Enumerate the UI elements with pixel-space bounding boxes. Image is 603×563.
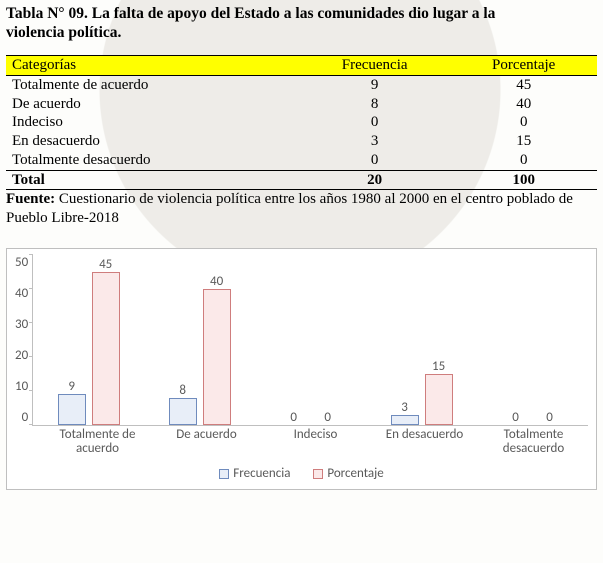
bar-freq <box>58 394 86 425</box>
x-tick-label: Indeciso <box>261 426 370 457</box>
bar-freq <box>391 415 419 425</box>
cell-categoria: De acuerdo <box>6 95 299 114</box>
cell-categoria: Indeciso <box>6 113 299 132</box>
legend-porcentaje: Porcentaje <box>313 466 383 481</box>
chart: 50403020100 9458400031500 Totalmente dea… <box>6 248 597 490</box>
chart-plot: 50403020100 9458400031500 <box>15 255 588 426</box>
bar-pct <box>203 289 231 425</box>
y-tick-label: 40 <box>15 286 28 301</box>
bar-wrap-pct: 0 <box>314 411 342 425</box>
swatch-frecuencia <box>219 469 229 479</box>
legend-label-porcentaje: Porcentaje <box>327 466 383 481</box>
bar-value-label: 15 <box>432 360 445 373</box>
table-row: En desacuerdo315 <box>6 132 597 151</box>
cell-frecuencia: 9 <box>299 75 450 94</box>
cell-porcentaje: 0 <box>450 151 597 170</box>
bar-wrap-freq: 3 <box>391 401 419 425</box>
table-total-row: Total20100 <box>6 170 597 190</box>
table-source: Fuente: Cuestionario de violencia políti… <box>6 190 597 228</box>
table-row: De acuerdo840 <box>6 95 597 114</box>
cell-porcentaje: 15 <box>450 132 597 151</box>
y-tick-label: 0 <box>22 410 29 425</box>
col-frecuencia: Frecuencia <box>299 55 450 75</box>
page-content: Tabla N° 09. La falta de apoyo del Estad… <box>0 0 603 490</box>
bar-value-label: 45 <box>99 258 112 271</box>
bar-wrap-freq: 8 <box>169 384 197 425</box>
y-tick-label: 50 <box>15 255 28 270</box>
cell-total-label: Total <box>6 170 299 190</box>
table-title: Tabla N° 09. La falta de apoyo del Estad… <box>6 4 597 49</box>
chart-legend: Frecuencia Porcentaje <box>15 456 588 487</box>
legend-frecuencia: Frecuencia <box>219 466 290 481</box>
y-tick-label: 20 <box>15 348 28 363</box>
bar-group: 00 <box>477 255 588 425</box>
cell-frecuencia: 3 <box>299 132 450 151</box>
table-body: Totalmente de acuerdo945De acuerdo840Ind… <box>6 75 597 190</box>
bar-pct <box>92 272 120 425</box>
bar-wrap-freq: 0 <box>502 411 530 425</box>
chart-y-axis: 50 40 30 20 10 0 <box>15 255 32 425</box>
bar-value-label: 0 <box>512 411 519 424</box>
bar-value-label: 3 <box>401 401 408 414</box>
legend-label-frecuencia: Frecuencia <box>233 466 290 481</box>
table-row: Totalmente desacuerdo00 <box>6 151 597 170</box>
bar-pct <box>425 374 453 425</box>
swatch-porcentaje <box>313 469 323 479</box>
cell-total-porcentaje: 100 <box>450 170 597 190</box>
bar-value-label: 0 <box>324 411 331 424</box>
bar-value-label: 9 <box>68 380 75 393</box>
col-categorias: Categorías <box>6 55 299 75</box>
cell-total-frecuencia: 20 <box>299 170 450 190</box>
bar-group: 9 45 <box>33 255 144 425</box>
y-tick-label: 10 <box>15 379 28 394</box>
bar-group: 8 40 <box>144 255 255 425</box>
bar-value-label: 0 <box>546 411 553 424</box>
chart-x-labels: Totalmente deacuerdoDe acuerdoIndecisoEn… <box>43 426 588 457</box>
bar-wrap-freq: 0 <box>280 411 308 425</box>
x-tick-label: De acuerdo <box>152 426 261 457</box>
table-row: Totalmente de acuerdo945 <box>6 75 597 94</box>
x-tick-label: En desacuerdo <box>370 426 479 457</box>
bar-group: 3 15 <box>366 255 477 425</box>
bar-value-label: 8 <box>179 384 186 397</box>
chart-plot-area: 9458400031500 <box>32 255 588 426</box>
bar-value-label: 40 <box>210 275 223 288</box>
cell-porcentaje: 40 <box>450 95 597 114</box>
cell-frecuencia: 8 <box>299 95 450 114</box>
bar-wrap-pct: 40 <box>203 275 231 425</box>
cell-categoria: Totalmente desacuerdo <box>6 151 299 170</box>
source-text: Cuestionario de violencia política entre… <box>6 191 573 226</box>
bar-value-label: 0 <box>290 411 297 424</box>
cell-frecuencia: 0 <box>299 151 450 170</box>
cell-porcentaje: 0 <box>450 113 597 132</box>
cell-frecuencia: 0 <box>299 113 450 132</box>
bar-wrap-pct: 45 <box>92 258 120 425</box>
bar-group: 00 <box>255 255 366 425</box>
col-porcentaje: Porcentaje <box>450 55 597 75</box>
bar-wrap-pct: 15 <box>425 360 453 425</box>
bar-wrap-pct: 0 <box>536 411 564 425</box>
data-table: Categorías Frecuencia Porcentaje Totalme… <box>6 55 597 191</box>
table-row: Indeciso00 <box>6 113 597 132</box>
bar-freq <box>169 398 197 425</box>
source-label: Fuente: <box>6 191 55 207</box>
bar-wrap-freq: 9 <box>58 380 86 425</box>
y-tick-label: 30 <box>15 317 28 332</box>
x-tick-label: Totalmente deacuerdo <box>43 426 152 457</box>
cell-porcentaje: 45 <box>450 75 597 94</box>
cell-categoria: En desacuerdo <box>6 132 299 151</box>
table-header-row: Categorías Frecuencia Porcentaje <box>6 55 597 75</box>
cell-categoria: Totalmente de acuerdo <box>6 75 299 94</box>
x-tick-label: Totalmentedesacuerdo <box>479 426 588 457</box>
